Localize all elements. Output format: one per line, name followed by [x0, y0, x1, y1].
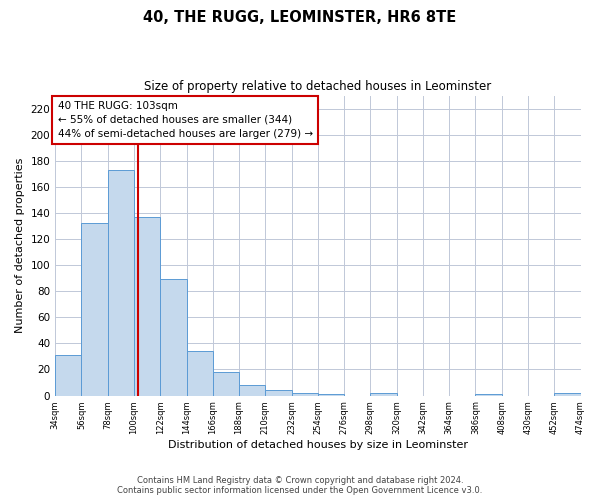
Bar [239, 385, 265, 396]
Bar [187, 351, 213, 396]
Bar [55, 355, 82, 396]
Bar [318, 394, 344, 396]
Title: Size of property relative to detached houses in Leominster: Size of property relative to detached ho… [144, 80, 491, 93]
Bar [160, 280, 187, 396]
Bar [134, 217, 160, 396]
Text: 40 THE RUGG: 103sqm
← 55% of detached houses are smaller (344)
44% of semi-detac: 40 THE RUGG: 103sqm ← 55% of detached ho… [58, 101, 313, 139]
Bar [213, 372, 239, 396]
Bar [108, 170, 134, 396]
Y-axis label: Number of detached properties: Number of detached properties [15, 158, 25, 334]
Bar [265, 390, 292, 396]
Bar [370, 393, 397, 396]
Bar [82, 224, 108, 396]
Bar [292, 393, 318, 396]
Bar [475, 394, 502, 396]
Text: Contains HM Land Registry data © Crown copyright and database right 2024.
Contai: Contains HM Land Registry data © Crown c… [118, 476, 482, 495]
X-axis label: Distribution of detached houses by size in Leominster: Distribution of detached houses by size … [168, 440, 468, 450]
Bar [554, 393, 581, 396]
Text: 40, THE RUGG, LEOMINSTER, HR6 8TE: 40, THE RUGG, LEOMINSTER, HR6 8TE [143, 10, 457, 25]
